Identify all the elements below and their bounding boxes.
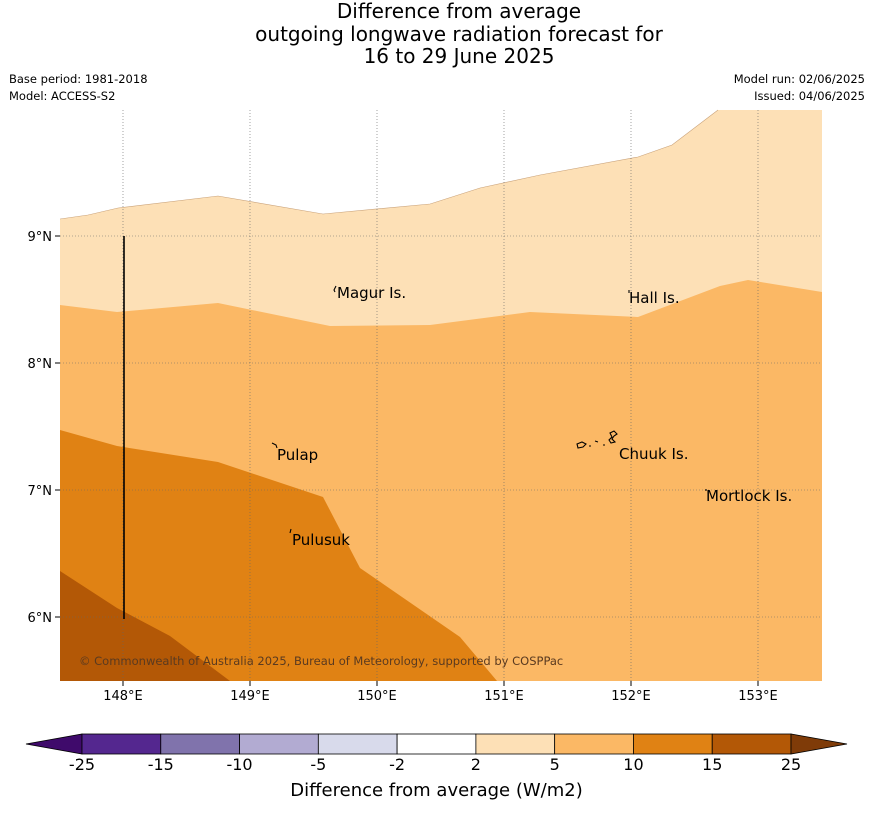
lon-label-153: 153°E [738, 689, 778, 704]
lat-label-6n: 6°N [28, 611, 53, 626]
colorbar-segment [633, 733, 713, 755]
lon-label-151: 151°E [484, 689, 524, 704]
place-label-mortlock: Mortlock Is. [706, 487, 792, 505]
colorbar-tick: 15 [702, 755, 723, 774]
place-label-chuuk: Chuuk Is. [619, 445, 688, 463]
region-10-to-15 [60, 430, 497, 681]
model-run: Model run: 02/06/2025 [733, 72, 865, 86]
lat-label-9n: 9°N [28, 230, 53, 245]
pulap-island-shape [271, 442, 278, 449]
colorbar-tick: 10 [623, 755, 644, 774]
place-label-pulusuk: Pulusuk [292, 531, 350, 549]
region-15-to-25 [60, 571, 230, 681]
colorbar-extend-low [25, 733, 83, 755]
region-minus2-to-2 [60, 110, 718, 219]
pulusuk-island-shape [289, 528, 292, 534]
lat-label-7n: 7°N [28, 484, 53, 499]
lon-label-150: 150°E [357, 689, 397, 704]
colorbar-segment [554, 733, 634, 755]
chuuk-island-shape [576, 430, 618, 449]
copyright-notice: © Commonwealth of Australia 2025, Bureau… [79, 654, 563, 668]
colorbar-segment [396, 733, 477, 755]
lon-label-149: 149°E [230, 689, 270, 704]
lon-label-152: 152°E [611, 689, 651, 704]
colorbar-tick: -5 [310, 755, 327, 774]
magur-island-shape [333, 285, 337, 293]
place-label-magur: Magur Is. [337, 284, 406, 302]
colorbar-segment [475, 733, 556, 755]
model-name: Model: ACCESS-S2 [9, 89, 116, 103]
colorbar-tick: -2 [389, 755, 406, 774]
title-line-1: Difference from average [336, 0, 582, 23]
colorbar-extend-high [790, 733, 848, 755]
colorbar [25, 733, 848, 755]
colorbar-segment [81, 733, 162, 755]
colorbar-segment [239, 733, 319, 755]
colorbar-label: Difference from average (W/m2) [290, 780, 583, 801]
colorbar-tick: 5 [549, 755, 560, 774]
lon-label-148: 148°E [103, 689, 143, 704]
colorbar-tick: -15 [147, 755, 174, 774]
colorbar-segment [711, 733, 792, 755]
colorbar-segment [317, 733, 398, 755]
meta-right: Model run: 02/06/2025 Issued: 04/06/2025 [734, 71, 865, 105]
colorbar-tick: 25 [780, 755, 802, 774]
meta-left: Base period: 1981-2018 Model: ACCESS-S2 [9, 71, 148, 105]
title-line-2: outgoing longwave radiation forecast for [255, 21, 663, 46]
title-line-3: 16 to 29 June 2025 [363, 44, 555, 68]
colorbar-segment [160, 733, 240, 755]
colorbar-tick: -25 [68, 755, 96, 774]
issued-date: Issued: 04/06/2025 [754, 89, 865, 103]
axis-ticks [55, 235, 759, 686]
place-label-pulap: Pulap [277, 446, 318, 464]
colorbar-tick: -10 [226, 755, 253, 774]
place-label-hall: Hall Is. [629, 289, 680, 307]
colorbar-tick: 2 [470, 755, 481, 774]
base-period: Base period: 1981-2018 [9, 72, 148, 86]
islands [271, 285, 707, 534]
gridlines [60, 110, 822, 681]
contour-line-2 [59, 109, 719, 220]
lat-label-8n: 8°N [28, 357, 53, 372]
chart-title: Difference from average outgoing longwav… [0, 0, 873, 68]
